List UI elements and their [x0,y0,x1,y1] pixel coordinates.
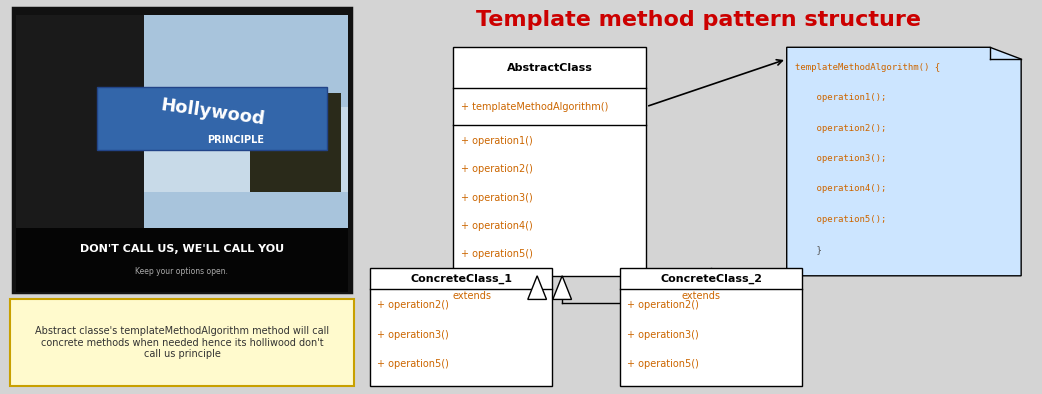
FancyBboxPatch shape [250,93,341,192]
Text: operation3();: operation3(); [795,154,887,163]
FancyBboxPatch shape [16,228,348,292]
Text: Template method pattern structure: Template method pattern structure [475,10,921,30]
FancyBboxPatch shape [16,107,348,192]
Text: + operation3(): + operation3() [461,193,532,203]
FancyBboxPatch shape [13,8,351,292]
Text: DON'T CALL US, WE'LL CALL YOU: DON'T CALL US, WE'LL CALL YOU [80,244,283,254]
Text: extends: extends [452,292,491,301]
Text: + operation5(): + operation5() [377,359,449,369]
Text: Hollywood: Hollywood [159,96,266,128]
FancyBboxPatch shape [97,87,327,150]
Text: + templateMethodAlgorithm(): + templateMethodAlgorithm() [461,102,607,112]
FancyBboxPatch shape [16,15,144,229]
Text: + operation1(): + operation1() [461,136,532,146]
Text: + operation2(): + operation2() [377,300,449,310]
Text: operation1();: operation1(); [795,93,887,102]
Text: + operation5(): + operation5() [461,249,532,260]
Text: }: } [795,245,822,254]
Text: + operation4(): + operation4() [461,221,532,231]
Text: ConcreteClass_1: ConcreteClass_1 [411,273,512,284]
Text: operation2();: operation2(); [795,124,887,133]
Text: templateMethodAlgorithm() {: templateMethodAlgorithm() { [795,63,940,72]
FancyBboxPatch shape [16,15,348,229]
Text: + operation2(): + operation2() [461,164,532,174]
Text: PRINCIPLE: PRINCIPLE [206,136,264,145]
Text: + operation3(): + operation3() [377,330,449,340]
Text: operation5();: operation5(); [795,215,887,224]
FancyBboxPatch shape [620,268,802,386]
Text: ConcreteClass_2: ConcreteClass_2 [661,273,762,284]
Polygon shape [527,276,546,299]
FancyBboxPatch shape [370,268,552,386]
Polygon shape [552,276,571,299]
Text: + operation3(): + operation3() [627,330,699,340]
Text: + operation5(): + operation5() [627,359,699,369]
Text: Keep your options open.: Keep your options open. [135,267,228,276]
Text: + operation2(): + operation2() [627,300,699,310]
Text: extends: extends [681,292,720,301]
Text: operation4();: operation4(); [795,184,887,193]
Polygon shape [787,47,1021,276]
FancyBboxPatch shape [453,47,646,276]
FancyBboxPatch shape [10,299,354,386]
Text: Abstract classe's templateMethodAlgorithm method will call
concrete methods when: Abstract classe's templateMethodAlgorith… [35,326,329,359]
Text: AbstractClass: AbstractClass [506,63,593,73]
